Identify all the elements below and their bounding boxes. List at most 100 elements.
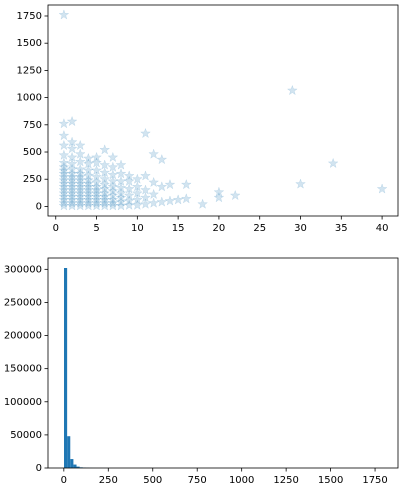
y-tick-label: 300000 xyxy=(4,264,42,275)
point xyxy=(74,184,86,195)
point xyxy=(91,181,103,192)
point xyxy=(58,190,70,202)
y-tick-label: 200000 xyxy=(4,331,42,342)
point xyxy=(82,164,94,176)
point xyxy=(74,171,86,182)
point xyxy=(91,194,103,205)
x-tick-label: 10 xyxy=(131,223,144,234)
point xyxy=(66,184,78,195)
point xyxy=(327,157,339,169)
point xyxy=(91,171,103,182)
point xyxy=(58,194,70,205)
point xyxy=(123,195,135,206)
x-tick-label: 1250 xyxy=(273,475,298,486)
point xyxy=(107,169,119,180)
point xyxy=(74,163,86,175)
point xyxy=(115,168,127,179)
point xyxy=(115,175,127,187)
point xyxy=(115,182,127,193)
point xyxy=(66,171,78,182)
point xyxy=(91,184,103,195)
point xyxy=(82,194,94,205)
y-tick-label: 1500 xyxy=(17,38,42,49)
point xyxy=(91,157,103,168)
x-tick-label: 5 xyxy=(93,223,99,234)
point xyxy=(140,198,151,209)
point xyxy=(213,186,225,197)
x-tick-label: 20 xyxy=(213,223,226,234)
point xyxy=(180,178,192,190)
x-tick-label: 35 xyxy=(335,223,348,234)
y-tick-label: 0 xyxy=(36,201,42,212)
point xyxy=(99,159,111,170)
x-tick-label: 1500 xyxy=(318,475,343,486)
point xyxy=(148,148,160,159)
point xyxy=(107,189,119,201)
point xyxy=(66,115,78,127)
point xyxy=(66,163,78,175)
x-tick-label: 0 xyxy=(61,475,67,486)
x-tick-label: 25 xyxy=(253,223,266,234)
point xyxy=(66,158,78,169)
x-tick-label: 1000 xyxy=(229,475,254,486)
point xyxy=(66,200,78,211)
point xyxy=(131,181,143,192)
point xyxy=(74,187,86,199)
point xyxy=(66,142,78,154)
point xyxy=(99,178,111,190)
y-tick-label: 50000 xyxy=(10,430,42,441)
point xyxy=(82,187,94,199)
point xyxy=(140,170,151,181)
point xyxy=(164,178,176,190)
point xyxy=(107,200,119,211)
x-tick-label: 40 xyxy=(376,223,389,234)
point xyxy=(99,194,111,205)
point xyxy=(58,174,70,185)
point xyxy=(74,174,86,185)
point xyxy=(91,164,103,176)
point xyxy=(58,9,70,20)
point xyxy=(123,189,135,201)
y-tick-label: 1250 xyxy=(17,65,42,76)
point xyxy=(82,158,94,169)
point xyxy=(58,200,70,211)
y-tick-label: 750 xyxy=(23,120,42,131)
point xyxy=(123,170,135,181)
bar xyxy=(73,464,77,468)
point xyxy=(58,164,70,176)
point xyxy=(123,199,135,210)
point xyxy=(148,176,160,188)
point xyxy=(74,139,86,151)
point xyxy=(107,181,119,192)
point xyxy=(82,190,94,202)
bar xyxy=(64,268,68,468)
y-tick-label: 250000 xyxy=(4,297,42,308)
point xyxy=(115,191,127,203)
point xyxy=(99,144,111,155)
point xyxy=(74,177,86,189)
point xyxy=(156,196,168,207)
point xyxy=(91,197,103,208)
bar xyxy=(70,459,74,468)
point xyxy=(99,166,111,178)
point xyxy=(99,197,111,208)
point xyxy=(58,161,70,172)
point xyxy=(131,194,143,205)
point xyxy=(172,194,184,205)
point xyxy=(123,175,135,187)
point xyxy=(58,181,70,192)
point xyxy=(286,84,298,96)
point xyxy=(164,195,176,206)
point xyxy=(58,139,70,151)
point xyxy=(66,194,78,205)
point xyxy=(58,117,70,129)
point xyxy=(66,187,78,199)
point xyxy=(82,197,94,208)
x-tick-label: 0 xyxy=(53,223,59,234)
point xyxy=(107,175,119,187)
y-tick-label: 250 xyxy=(23,174,42,185)
point xyxy=(197,198,209,209)
point xyxy=(107,185,119,196)
point xyxy=(58,157,70,168)
